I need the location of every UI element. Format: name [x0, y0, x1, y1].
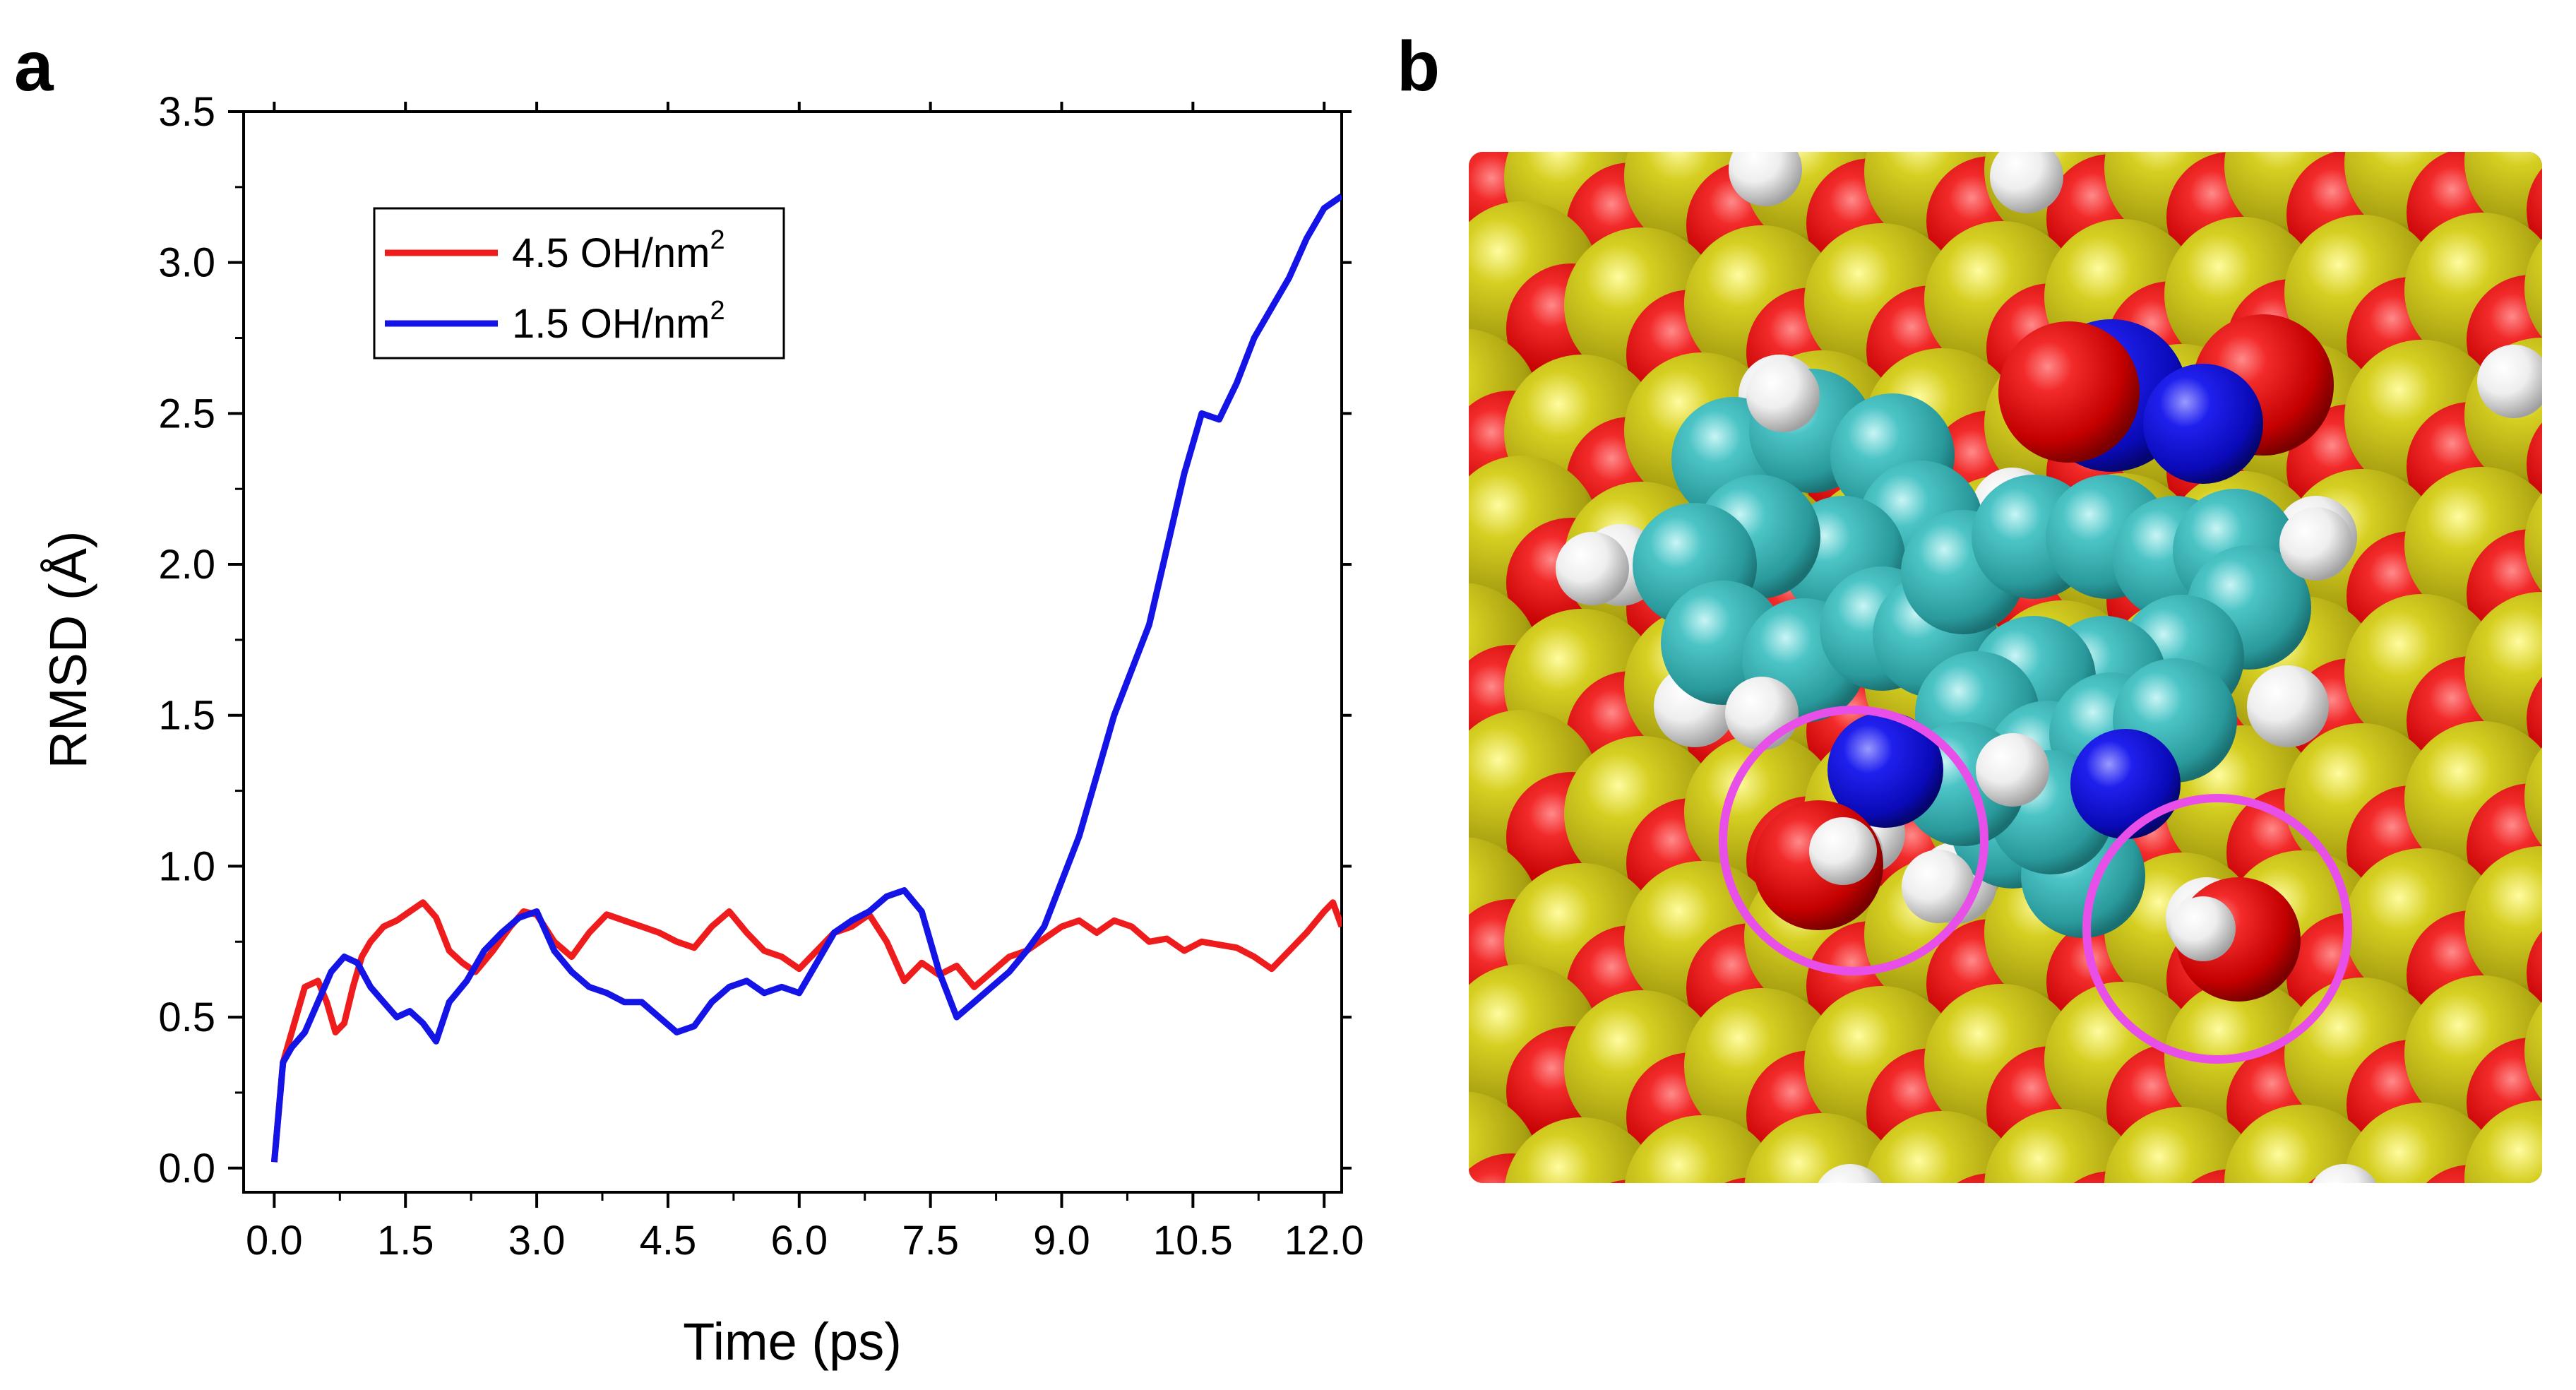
- y-tick-label: 2.0: [158, 542, 215, 588]
- x-tick-label: 1.5: [377, 1218, 434, 1264]
- hydrogen-atom: [2308, 1164, 2381, 1183]
- oxygen-atom: [1806, 1175, 1936, 1183]
- plot-frame: [242, 110, 1343, 1194]
- axis-ticks: [228, 102, 1352, 1208]
- hydrogen-atom: [1809, 817, 1877, 885]
- y-tick-label: 2.5: [158, 391, 215, 436]
- oxygen-atom: [1566, 1180, 1696, 1183]
- hydrogen-atom: [1746, 359, 1820, 432]
- legend: 4.5 OH/nm2 1.5 OH/nm2: [373, 207, 785, 360]
- y-tick-label: 0.0: [158, 1146, 215, 1192]
- hydrogen-atom: [1976, 733, 2049, 807]
- nitrogen-atom: [1827, 712, 1943, 828]
- y-axis-title: RMSD (Å): [39, 530, 97, 768]
- x-tick-label: 7.5: [902, 1218, 959, 1264]
- panel-b-label: b: [1397, 27, 1440, 106]
- series-lines: [270, 193, 1342, 1163]
- x-tick-label: 9.0: [1033, 1218, 1090, 1264]
- legend-label-low-text: 1.5 OH/nm: [512, 301, 710, 347]
- silicon-atom: [1469, 1091, 1539, 1183]
- rmsd-line-chart: 0.0 1.5 3.0 4.5 6.0 7.5 9.0 10.5 12.0 0.0 0.5 1.0 1…: [39, 89, 1364, 1371]
- nitrogen-atom: [2143, 364, 2263, 484]
- y-tick-label: 1.5: [158, 693, 215, 739]
- oxygen-atom: [2527, 1163, 2542, 1183]
- oxygen-atom: [2046, 1171, 2176, 1183]
- silicon-atom: [2464, 152, 2542, 239]
- x-tick-label: 6.0: [770, 1218, 828, 1264]
- x-tick-label: 12.0: [1284, 1218, 1364, 1264]
- silicon-atom: [2464, 592, 2542, 747]
- hydrogen-atom: [2247, 665, 2329, 747]
- molecular-model-image: [1469, 152, 2542, 1183]
- silicon-atom: [2464, 1100, 2542, 1183]
- oxygen-atom: [1998, 321, 2140, 463]
- legend-label-high-text: 4.5 OH/nm: [512, 230, 710, 276]
- silicon-atom: [2344, 1103, 2500, 1183]
- x-tick-label: 10.5: [1153, 1218, 1233, 1264]
- silicon-atom: [1504, 1117, 1659, 1183]
- highlight-circle-left: [1719, 706, 1988, 975]
- hydrogen-atom: [2171, 896, 2236, 961]
- oxygen-atom: [2166, 1169, 2296, 1183]
- legend-label-low-sup: 2: [710, 296, 724, 326]
- silicon-atom: [2464, 846, 2542, 1002]
- y-tick-label: 3.0: [158, 240, 215, 286]
- hydrogen-atom: [1990, 152, 2063, 213]
- nitrogen-atom: [2070, 729, 2181, 839]
- silicon-atom: [2104, 1107, 2260, 1183]
- hydrogen-atom: [1729, 152, 1802, 206]
- x-axis-title: Time (ps): [683, 1312, 902, 1371]
- oxygen-atom: [2407, 1165, 2536, 1183]
- silicon-atom: [1744, 1113, 1900, 1183]
- x-tick-labels: 0.0 1.5 3.0 4.5 6.0 7.5 9.0 10.5 12.0: [246, 1218, 1364, 1264]
- hydrogen-atom: [1813, 1164, 1887, 1183]
- y-tick-label: 3.5: [158, 89, 215, 135]
- adsorbed-molecule: [1556, 314, 2357, 1002]
- legend-label-low: 1.5 OH/nm2: [512, 296, 725, 347]
- legend-label-high: 4.5 OH/nm2: [512, 225, 725, 276]
- oxygen-atom: [1686, 1177, 1816, 1183]
- x-tick-label: 3.0: [508, 1218, 566, 1264]
- series-line-low-density: [270, 193, 1342, 1163]
- panel-a-label: a: [14, 27, 54, 106]
- highlight-circles: [1719, 706, 2352, 1064]
- legend-box: [373, 207, 785, 360]
- y-tick-label: 1.0: [158, 843, 215, 889]
- silicon-atom: [1624, 1115, 1779, 1183]
- hydrogen-atom: [1725, 677, 1799, 750]
- x-tick-label: 4.5: [640, 1218, 697, 1264]
- oxygen-atom: [2286, 1167, 2416, 1183]
- hydrogen-atom: [1556, 532, 1629, 605]
- series-line-high-density: [270, 899, 1342, 1163]
- legend-label-high-sup: 2: [710, 225, 724, 255]
- hydrogen-atom: [2279, 507, 2353, 581]
- silicon-atom: [1864, 1111, 2020, 1183]
- hydrogen-atom: [1902, 850, 1975, 923]
- x-tick-label: 0.0: [246, 1218, 303, 1264]
- y-tick-labels: 0.0 0.5 1.0 1.5 2.0 2.5 3.0 3.5: [158, 89, 215, 1192]
- hydrogen-atom: [2477, 345, 2542, 418]
- oxygen-atom: [1926, 1173, 2056, 1183]
- silicon-atom: [2224, 1105, 2380, 1183]
- highlight-circle-right: [2082, 794, 2352, 1064]
- y-tick-label: 0.5: [158, 994, 215, 1040]
- silicon-atom: [1984, 1109, 2140, 1183]
